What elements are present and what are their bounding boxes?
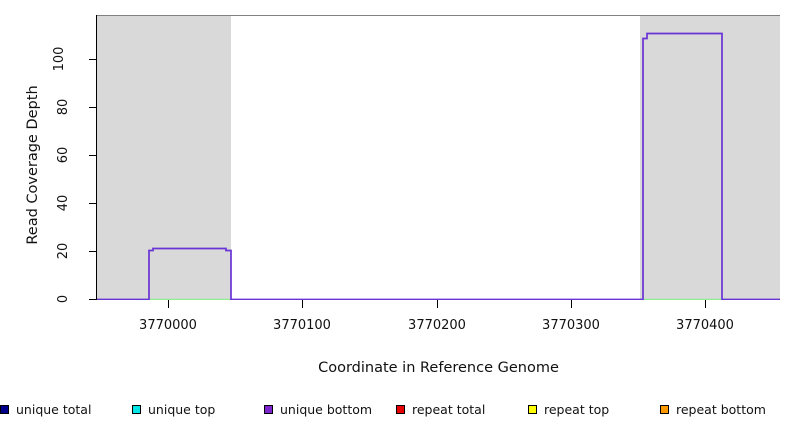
y-tick-mark-20 <box>89 251 97 252</box>
legend-label: repeat top <box>544 401 610 417</box>
y-tick-label-100: 100 <box>52 46 67 72</box>
legend-item-unique-total[interactable]: unique total <box>0 402 132 417</box>
y-tick-mark-0 <box>89 299 97 300</box>
y-tick-label-80: 80 <box>56 98 71 116</box>
y-tick-mark-80 <box>89 107 97 108</box>
x-tick-mark-3770400 <box>705 300 706 308</box>
x-tick-mark-3770200 <box>437 300 438 308</box>
legend-swatch-icon <box>660 404 669 414</box>
y-tick-label-20: 20 <box>56 242 71 260</box>
x-tick-mark-3770100 <box>302 300 303 308</box>
y-tick-label-60: 60 <box>56 146 71 164</box>
legend-swatch-icon <box>528 404 537 414</box>
legend-item-repeat-total[interactable]: repeat total <box>396 402 528 417</box>
x-tick-mark-3770300 <box>571 300 572 308</box>
shaded-region-left <box>97 15 231 300</box>
legend-item-unique-top[interactable]: unique top <box>132 402 264 417</box>
x-tick-mark-3770000 <box>168 300 169 308</box>
x-axis-title: Coordinate in Reference Genome <box>318 360 559 376</box>
series-unique-bottom-line <box>97 32 780 300</box>
plot-top-border <box>97 15 780 16</box>
y-tick-label-0: 0 <box>56 294 71 304</box>
y-tick-mark-60 <box>89 155 97 156</box>
legend-swatch-icon <box>0 404 9 414</box>
y-tick-mark-40 <box>89 203 97 204</box>
legend-item-repeat-top[interactable]: repeat top <box>528 402 660 417</box>
plot-area <box>97 15 780 300</box>
legend-label: repeat bottom <box>676 401 766 417</box>
legend-label: unique top <box>148 401 216 417</box>
y-axis-line <box>96 15 97 300</box>
x-tick-label-3770300: 3770300 <box>542 318 600 333</box>
legend-swatch-icon <box>396 404 405 414</box>
legend-label: unique bottom <box>280 401 373 417</box>
shaded-region-right <box>640 15 780 300</box>
x-tick-label-3770100: 3770100 <box>273 318 331 333</box>
legend-swatch-icon <box>132 404 141 414</box>
legend-label: repeat total <box>412 401 486 417</box>
legend-item-unique-bottom[interactable]: unique bottom <box>264 402 396 417</box>
x-tick-label-3770200: 3770200 <box>408 318 466 333</box>
legend-item-repeat-bottom[interactable]: repeat bottom <box>660 402 792 417</box>
legend-swatch-icon <box>264 404 273 414</box>
y-tick-mark-100 <box>89 59 97 60</box>
coverage-line-svg <box>97 32 780 300</box>
x-tick-label-3770400: 3770400 <box>676 318 734 333</box>
chart-legend: unique total unique top unique bottom re… <box>0 398 792 420</box>
y-tick-label-40: 40 <box>56 194 71 212</box>
x-tick-label-3770000: 3770000 <box>139 318 197 333</box>
legend-label: unique total <box>16 401 92 417</box>
y-axis-title: Read Coverage Depth <box>25 85 41 245</box>
